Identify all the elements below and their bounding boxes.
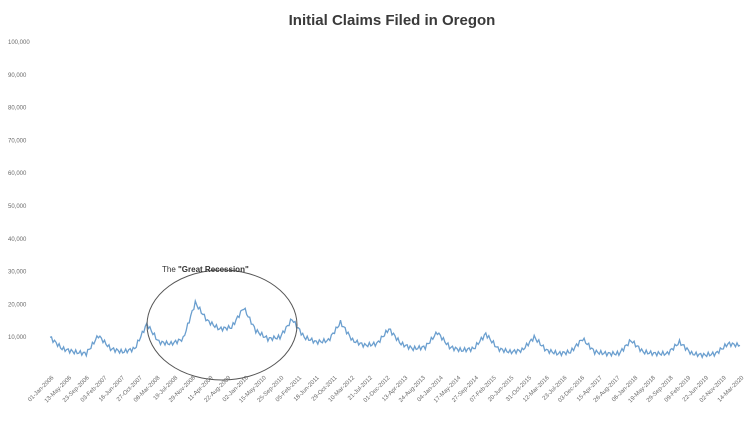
y-axis: 100,000 90,000 80,000 70,000 60,000 50,000 40,… <box>8 40 30 341</box>
y-tick-label: 70,000 <box>8 138 27 144</box>
annotation-prefix: The <box>162 265 178 274</box>
x-axis: 01-Jan-200613-May-200623-Sep-200603-Feb-… <box>27 375 745 405</box>
y-tick-label: 40,000 <box>8 237 27 243</box>
annotation-bold-text: "Great Recession" <box>178 265 249 274</box>
recession-annotation: The "Great Recession" <box>162 265 249 274</box>
series-line <box>49 298 741 360</box>
y-tick-label: 50,000 <box>8 204 27 210</box>
y-tick-label: 10,000 <box>8 335 27 341</box>
series-layer <box>49 298 741 360</box>
chart-title: Initial Claims Filed in Oregon <box>289 12 496 29</box>
y-tick-label: 80,000 <box>8 106 27 112</box>
y-tick-label: 20,000 <box>8 302 27 308</box>
recession-ellipse <box>146 269 298 381</box>
y-tick-label: 60,000 <box>8 171 27 177</box>
y-tick-label: 90,000 <box>8 73 27 79</box>
y-tick-label: 30,000 <box>8 270 27 276</box>
y-tick-label: 100,000 <box>8 40 30 46</box>
